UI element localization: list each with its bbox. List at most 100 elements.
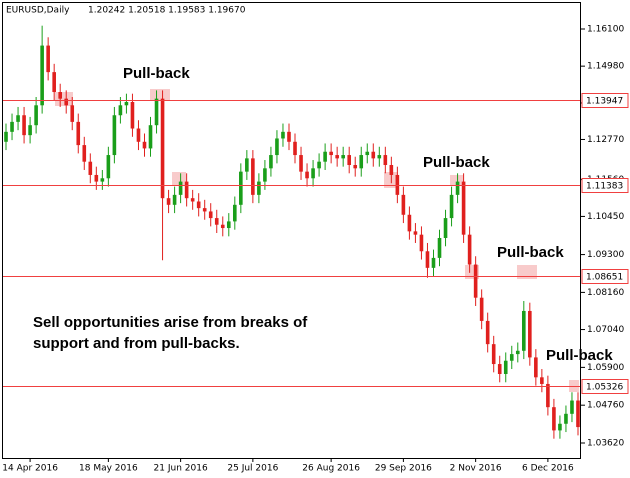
candle-body: [82, 145, 87, 162]
candle-body: [58, 92, 63, 99]
candle-body: [443, 218, 448, 238]
annotation: Pull-back: [123, 65, 190, 82]
candle-body: [148, 125, 153, 149]
y-tick-label: 1.14980: [587, 62, 624, 72]
candle-body: [528, 310, 532, 358]
candle-body: [311, 168, 315, 179]
candle-body: [22, 115, 26, 136]
highlight: [55, 92, 73, 106]
y-tick-label: 1.03620: [587, 439, 624, 449]
candle-body: [473, 264, 478, 298]
candle-body: [497, 364, 502, 375]
candle-body: [515, 350, 520, 355]
candle-body: [491, 344, 496, 365]
highlight: [450, 175, 464, 185]
candle-body: [449, 194, 454, 219]
candle-body: [269, 155, 273, 169]
candle-body: [335, 155, 339, 159]
plot-frame: [2, 2, 581, 459]
candle-body: [521, 310, 526, 351]
candle-body: [299, 155, 303, 172]
candle-body: [437, 237, 442, 258]
candle-body: [40, 45, 44, 106]
candle-body: [16, 115, 20, 122]
candle-body: [184, 181, 189, 199]
candle-body: [558, 423, 562, 431]
candle-body: [251, 158, 255, 195]
candle-body: [401, 194, 406, 215]
candle-body: [196, 201, 201, 209]
candle-body: [329, 151, 333, 156]
level-tag: [581, 269, 629, 284]
candle-body: [377, 155, 382, 159]
candle-body: [383, 155, 388, 166]
candle-body: [76, 121, 81, 146]
candle-body: [178, 181, 183, 195]
candle-body: [275, 138, 279, 156]
symbol: EURUSD,Daily: [6, 6, 70, 16]
x-tick-label: 6 Dec 2016: [522, 464, 574, 474]
candle-body: [576, 400, 580, 428]
candle-body: [467, 234, 472, 265]
annotation: Pull-back: [497, 244, 564, 261]
level-tag: [581, 379, 629, 394]
candle-body: [118, 105, 123, 116]
axes: 1.161001.149801.138701.127701.115601.104…: [2, 24, 629, 474]
candle-body: [4, 131, 8, 142]
level-label: 1.11383: [586, 182, 623, 192]
candle-body: [359, 155, 364, 169]
candle-body: [34, 105, 38, 126]
candle-body: [395, 174, 400, 195]
candle-body: [546, 383, 550, 408]
candle-body: [142, 141, 147, 149]
candle-body: [136, 128, 141, 142]
candle-body: [293, 141, 297, 156]
candle-body: [208, 211, 213, 219]
candle-body: [239, 171, 243, 205]
x-tick-label: 26 Aug 2016: [302, 464, 360, 474]
candle-body: [166, 198, 171, 205]
candle-body: [130, 101, 135, 129]
candle-body: [160, 98, 165, 199]
highlight: [150, 89, 170, 101]
highlight: [517, 265, 537, 279]
candle-body: [485, 320, 490, 345]
candle-body: [190, 198, 195, 202]
candle-body: [70, 105, 75, 122]
candle-body: [365, 151, 370, 156]
candle-body: [287, 131, 291, 142]
candle-body: [64, 98, 69, 106]
y-tick-label: 1.08160: [587, 288, 624, 298]
candle-body: [46, 45, 50, 73]
y-tick-label: 1.12770: [587, 135, 624, 145]
candle-body: [124, 101, 129, 106]
x-tick-label: 2 Nov 2016: [450, 464, 502, 474]
candle-body: [232, 204, 237, 222]
candle-body: [413, 231, 418, 235]
y-tick-label: 1.05900: [587, 363, 624, 373]
x-tick-label: 29 Sep 2016: [375, 464, 432, 474]
candle-body: [226, 221, 231, 229]
candle-body: [317, 161, 321, 169]
level-label: 1.08651: [586, 273, 623, 283]
candle-body: [52, 72, 56, 93]
candle-body: [88, 161, 93, 175]
candle-body: [503, 360, 508, 375]
candle-body: [106, 155, 111, 179]
x-tick-label: 18 May 2016: [79, 464, 138, 474]
candle-body: [305, 171, 309, 179]
candle-body: [407, 214, 412, 232]
candle-body: [94, 174, 99, 182]
y-tick-label: 1.09300: [587, 250, 624, 260]
candle-body: [552, 407, 556, 431]
candle-body: [419, 234, 424, 252]
candles: [4, 25, 580, 439]
candle-body: [431, 257, 436, 268]
y-tick-label: 1.04760: [587, 401, 624, 411]
level-tag: [581, 178, 629, 193]
candle-body: [100, 178, 105, 182]
candle-body: [154, 98, 159, 126]
candle-body: [564, 413, 568, 424]
